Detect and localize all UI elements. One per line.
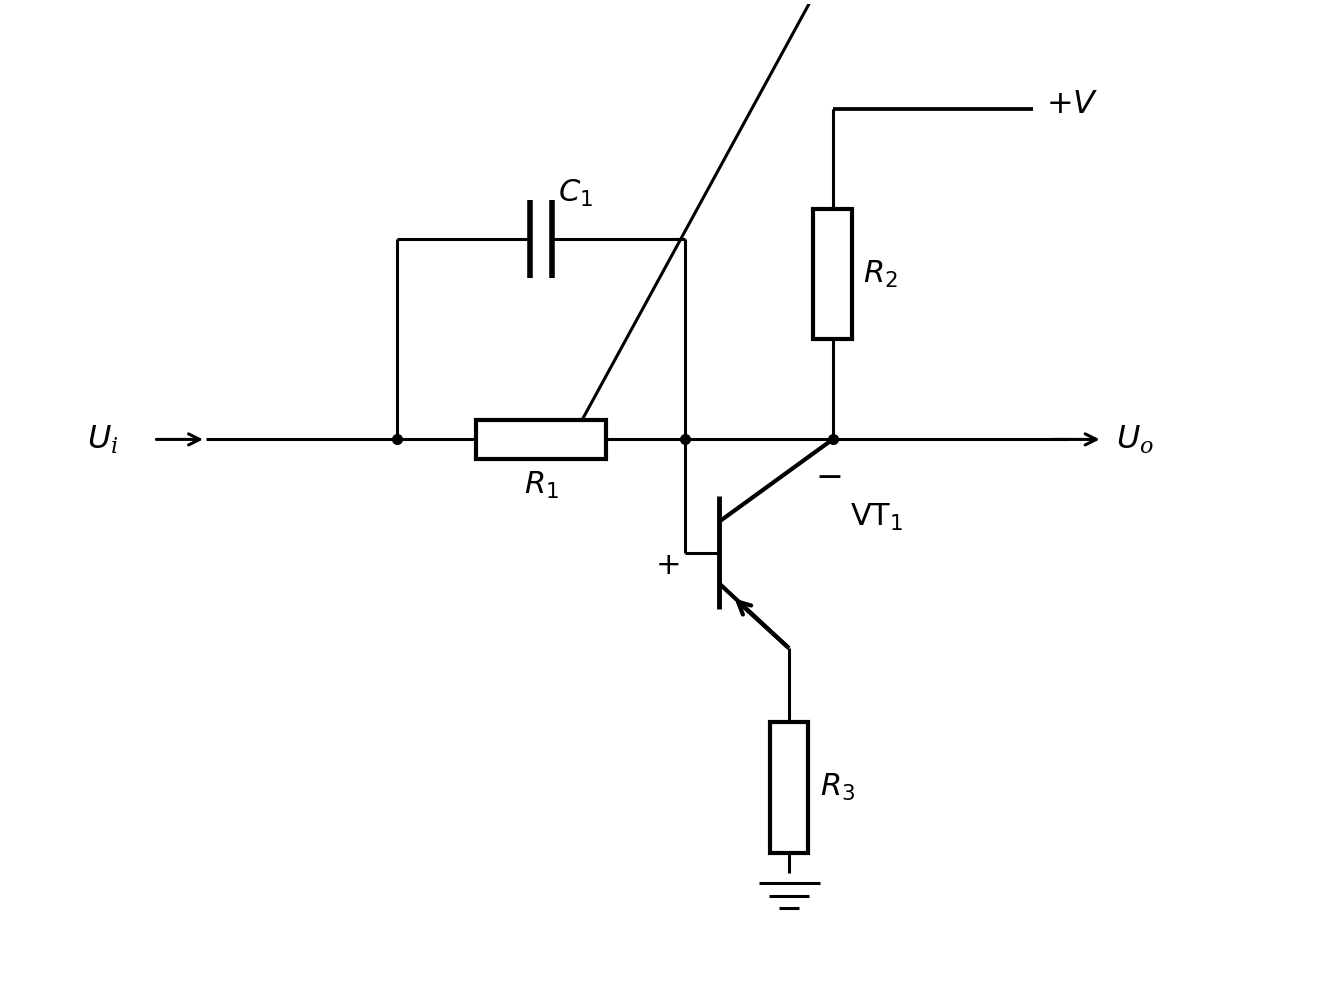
Text: $+$: $+$	[655, 551, 680, 581]
Text: $U_\mathregular{o}$: $U_\mathregular{o}$	[1115, 424, 1154, 455]
Text: $\mathrm{VT}_1$: $\mathrm{VT}_1$	[849, 502, 903, 534]
Text: $R_1$: $R_1$	[524, 470, 558, 501]
Text: $R_3$: $R_3$	[819, 772, 855, 804]
Text: $C_1$: $C_1$	[558, 178, 594, 208]
Text: $-$: $-$	[815, 460, 842, 492]
Text: $+V$: $+V$	[1046, 88, 1098, 120]
Text: $R_2$: $R_2$	[863, 259, 898, 290]
Bar	[814, 208, 852, 339]
Text: $U_\mathregular{i}$: $U_\mathregular{i}$	[87, 424, 119, 455]
Bar	[475, 421, 606, 458]
Bar	[770, 722, 809, 853]
